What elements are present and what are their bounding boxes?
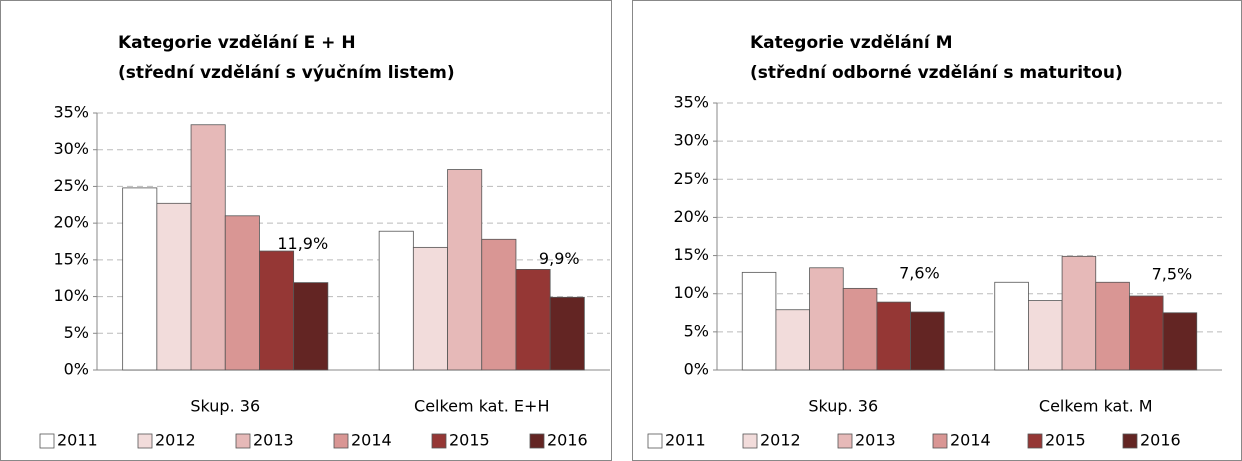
chart-subtitle: (střední vzdělání s výučním listem) — [118, 63, 455, 83]
bar — [876, 301, 911, 371]
chart-subtitle: (střední odborné vzdělání s maturitou) — [750, 63, 1123, 83]
legend-swatch — [837, 433, 853, 449]
bar — [122, 187, 158, 371]
legend-label: 2013 — [253, 431, 294, 450]
legend-label: 2012 — [155, 431, 196, 450]
legend-label: 2014 — [351, 431, 392, 450]
bar — [549, 296, 585, 371]
legend-swatch — [235, 433, 251, 449]
legend-swatch — [1122, 433, 1138, 449]
bar — [809, 267, 844, 371]
legend-swatch — [137, 433, 153, 449]
legend-swatch — [431, 433, 447, 449]
x-tick-label: Skup. 36 — [190, 397, 260, 416]
chart-title: Kategorie vzdělání M — [750, 33, 953, 53]
legend-swatch — [647, 433, 663, 449]
legend-label: 2015 — [1045, 431, 1086, 450]
legend-label: 2011 — [57, 431, 98, 450]
bar — [842, 287, 878, 371]
y-tick-label: 0% — [684, 360, 709, 379]
y-tick-label: 5% — [684, 321, 709, 340]
legend-label: 2012 — [760, 431, 801, 450]
legend-swatch — [333, 433, 349, 449]
y-tick-label: 15% — [53, 249, 89, 268]
bar — [481, 238, 517, 371]
legend-label: 2016 — [547, 431, 588, 450]
legend-label: 2016 — [1140, 431, 1181, 450]
y-tick-label: 30% — [53, 139, 89, 158]
data-label: 7,6% — [899, 264, 940, 283]
bar — [412, 246, 448, 371]
y-tick-label: 10% — [673, 283, 709, 302]
bar — [1061, 255, 1097, 371]
legend-swatch — [39, 433, 55, 449]
legend-swatch — [1027, 433, 1043, 449]
chart-title: Kategorie vzdělání E + H — [118, 33, 356, 53]
y-tick-label: 0% — [64, 360, 89, 379]
y-tick-label: 15% — [673, 245, 709, 264]
legend-label: 2014 — [950, 431, 991, 450]
y-tick-label: 5% — [64, 323, 89, 342]
legend-label: 2011 — [665, 431, 706, 450]
y-tick-label: 25% — [53, 176, 89, 195]
data-label: 9,9% — [539, 249, 580, 268]
y-tick-label: 35% — [673, 93, 709, 112]
bar — [1129, 295, 1164, 371]
bar — [378, 230, 414, 371]
x-tick-label: Celkem kat. M — [1039, 397, 1153, 416]
x-tick-label: Celkem kat. E+H — [414, 397, 549, 416]
legend-swatch — [932, 433, 948, 449]
legend-label: 2013 — [855, 431, 896, 450]
data-label: 11,9% — [277, 234, 328, 253]
legend-swatch — [529, 433, 545, 449]
y-tick-label: 20% — [673, 207, 709, 226]
bar — [190, 124, 226, 371]
data-label: 7,5% — [1152, 264, 1193, 283]
x-tick-label: Skup. 36 — [808, 397, 878, 416]
bar — [994, 281, 1029, 371]
y-tick-label: 35% — [53, 103, 89, 122]
bar — [259, 250, 295, 371]
bar — [1095, 281, 1130, 371]
y-tick-label: 25% — [673, 169, 709, 188]
bar — [741, 271, 777, 371]
y-tick-label: 20% — [53, 213, 89, 232]
bar — [1162, 312, 1198, 371]
bar — [775, 309, 810, 371]
legend-swatch — [742, 433, 758, 449]
bar — [515, 269, 551, 371]
bar — [224, 215, 260, 371]
legend-label: 2015 — [449, 431, 490, 450]
y-tick-label: 30% — [673, 131, 709, 150]
bar — [293, 282, 329, 371]
panel — [632, 0, 1242, 461]
bar — [1028, 300, 1063, 371]
bar — [910, 311, 945, 371]
bar — [447, 169, 483, 371]
panel — [0, 0, 612, 461]
bar — [156, 202, 192, 371]
y-tick-label: 10% — [53, 286, 89, 305]
